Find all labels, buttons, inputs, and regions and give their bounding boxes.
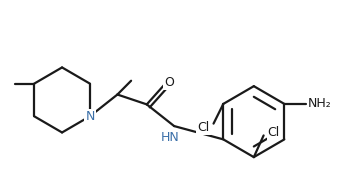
Text: Cl: Cl [267, 126, 280, 139]
Text: NH₂: NH₂ [308, 97, 332, 110]
Text: N: N [85, 110, 95, 123]
Text: Cl: Cl [197, 121, 210, 134]
Text: HN: HN [161, 131, 179, 144]
Text: O: O [164, 76, 174, 89]
